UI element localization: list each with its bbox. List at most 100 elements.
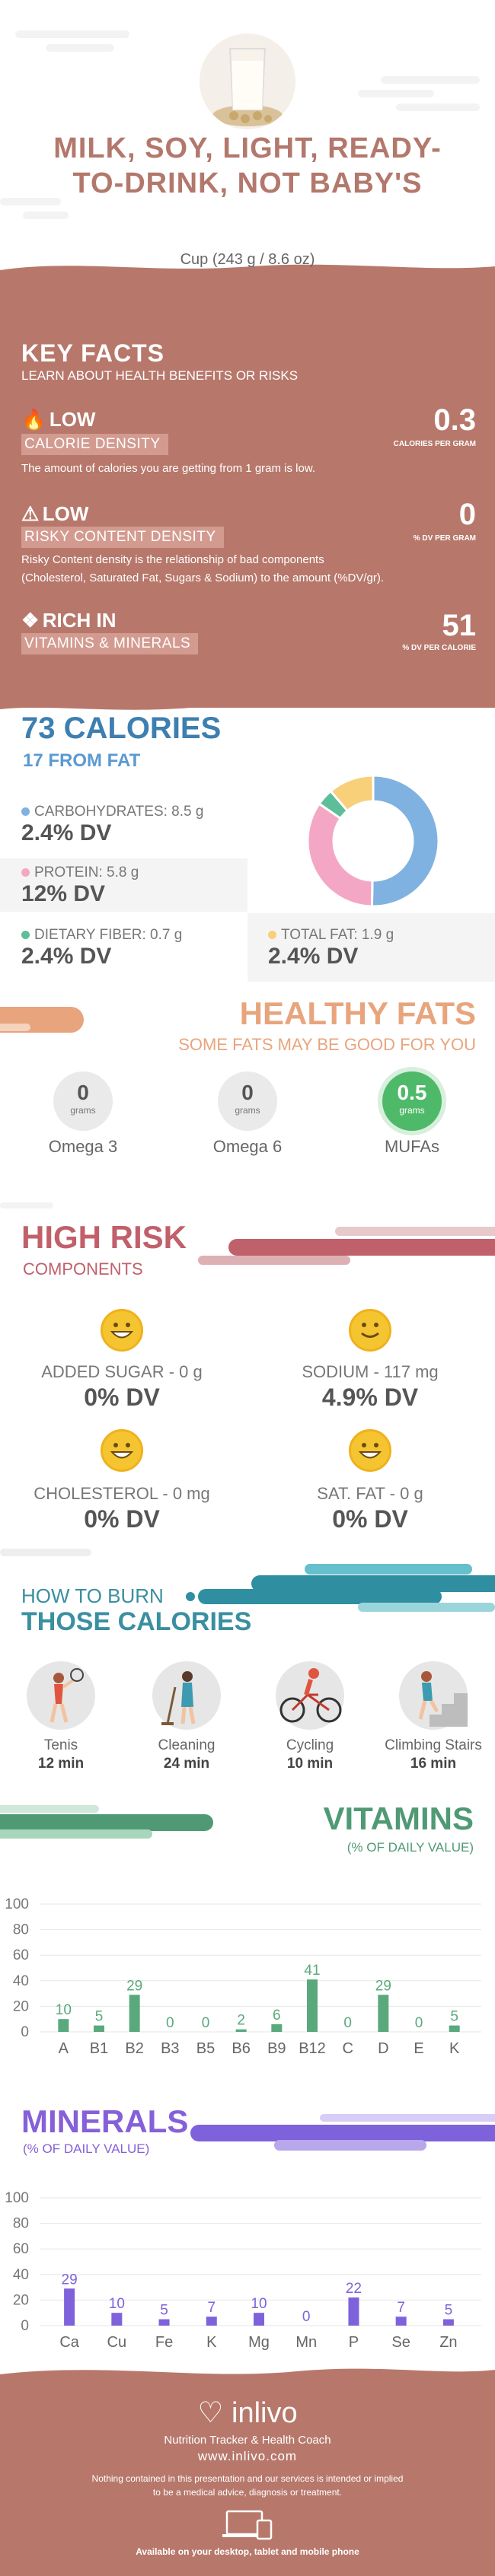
vitamins-decoration xyxy=(0,1805,213,1839)
protein-dv: 12% DV xyxy=(21,881,106,906)
calorie-density-unit: CALORIES PER GRAM xyxy=(393,440,476,448)
key-facts-subtitle: LEARN ABOUT HEALTH BENEFITS OR RISKS xyxy=(21,368,299,383)
omega6-value: 0 xyxy=(241,1081,254,1104)
calorie-density-desc: The amount of calories you are getting f… xyxy=(21,462,316,475)
data-label-K: 7 xyxy=(207,2300,216,2316)
footer-devices: Available on your desktop, tablet and mo… xyxy=(136,2546,359,2557)
data-label-B2: 29 xyxy=(126,1978,142,1994)
data-label-C: 0 xyxy=(343,2015,352,2031)
protein-dot xyxy=(21,868,30,877)
x-tick-label: B2 xyxy=(125,2040,143,2057)
carbs-dv: 2.4% DV xyxy=(21,820,112,845)
y-tick-label: 80 xyxy=(13,2216,29,2232)
calorie-density-value: 0.3 xyxy=(433,403,476,437)
x-tick-label: A xyxy=(59,2040,69,2057)
data-label-D: 29 xyxy=(375,1978,391,1994)
y-tick-label: 0 xyxy=(21,2318,29,2334)
data-label-Zn: 5 xyxy=(445,2303,453,2319)
x-tick-label: P xyxy=(349,2334,359,2351)
footer-disclaimer-2: to be a medical advice, diagnosis or tre… xyxy=(152,2487,343,2498)
calories-title: 73 CALORIES xyxy=(21,712,222,745)
activity-name-climbing: Climbing Stairs xyxy=(385,1737,482,1753)
y-tick-label: 60 xyxy=(13,2241,29,2257)
macro-donut-chart xyxy=(306,774,440,908)
burn-decoration xyxy=(0,1549,495,1612)
y-tick-label: 100 xyxy=(5,1896,29,1912)
footer-url[interactable]: www.inlivo.com xyxy=(197,2449,298,2463)
fiber-label: DIETARY FIBER: 0.7 g xyxy=(34,927,183,943)
bar-P xyxy=(348,2297,359,2326)
activity-time-cycling: 10 min xyxy=(286,1756,334,1772)
vitamins-bar-chart: 0 20 40 60 80 100 10 A 5 B1 29 B2 0 B3 0 B5 2 B6 6 B9 41 B12 0… xyxy=(5,1896,481,2057)
risk-level: LOW xyxy=(42,502,89,525)
x-tick-label: E xyxy=(414,2040,423,2057)
added-sugar-dv: 0% DV xyxy=(84,1384,160,1411)
protein-label: PROTEIN: 5.8 g xyxy=(34,865,139,880)
x-tick-label: B12 xyxy=(299,2040,326,2057)
activity-time-cleaning: 24 min xyxy=(163,1756,210,1772)
risky-content-label: RISKY CONTENT DENSITY xyxy=(21,527,224,548)
bar-K xyxy=(206,2316,217,2326)
data-label-A: 10 xyxy=(56,2002,72,2018)
calorie-level: LOW xyxy=(49,408,96,431)
bar-B2 xyxy=(129,1995,140,2032)
x-tick-label: Zn xyxy=(439,2334,457,2351)
minerals-title: MINERALS xyxy=(21,2103,189,2139)
x-tick-label: B1 xyxy=(90,2040,108,2057)
risky-content-unit: % DV PER GRAM xyxy=(413,534,476,543)
cholesterol-dv: 0% DV xyxy=(84,1505,160,1533)
bar-Se xyxy=(395,2316,407,2326)
activity-name-cycling: Cycling xyxy=(286,1737,334,1753)
healthy-fats-subtitle: SOME FATS MAY BE GOOD FOR YOU xyxy=(178,1035,476,1054)
bar-Zn xyxy=(442,2319,454,2326)
omega3-unit: grams xyxy=(70,1105,96,1116)
data-label-Mn: 0 xyxy=(302,2309,311,2325)
bar-A xyxy=(58,2019,69,2032)
data-label-Cu: 10 xyxy=(109,2296,125,2312)
x-tick-label: Fe xyxy=(155,2334,173,2351)
y-tick-label: 60 xyxy=(13,1947,29,1963)
donut-slice-fat xyxy=(329,774,375,813)
minerals-decoration xyxy=(190,2114,495,2151)
mufa-unit: grams xyxy=(399,1105,425,1116)
y-tick-label: 40 xyxy=(13,2267,29,2283)
activity-name-cleaning: Cleaning xyxy=(158,1737,216,1753)
protein-highlight xyxy=(0,858,248,912)
data-label-Mg: 10 xyxy=(251,2296,267,2312)
stair-climber-icon xyxy=(399,1661,468,1730)
bar-Ca xyxy=(64,2288,75,2326)
fat-dot xyxy=(268,931,276,940)
minerals-bar-chart: 0 20 40 60 80 100 29 Ca 10 Cu 5 Fe 7 K 10 Mg 0 Mn 22 P 7 Se 5 Z… xyxy=(5,2190,481,2351)
healthy-fats-decoration xyxy=(0,1007,84,1033)
data-label-B3: 0 xyxy=(166,2015,174,2031)
high-risk-subtitle: COMPONENTS xyxy=(23,1259,143,1278)
inlivo-logo[interactable]: ♡ inlivo xyxy=(0,2396,495,2430)
donut-slice-carbs xyxy=(370,774,440,908)
y-tick-label: 20 xyxy=(13,1998,29,2014)
risky-content-desc-1: Risky Content density is the relationshi… xyxy=(21,553,324,566)
logo-text: inlivo xyxy=(232,2397,298,2429)
data-label-Ca: 29 xyxy=(62,2272,78,2288)
data-label-Se: 7 xyxy=(397,2300,405,2316)
vitamins-minerals-label: VITAMINS & MINERALS xyxy=(21,633,199,654)
risky-content-desc-2: (Cholesterol, Saturated Fat, Sugars & So… xyxy=(21,572,385,584)
header-decoration xyxy=(0,30,495,282)
calorie-density-label: CALORIE DENSITY xyxy=(21,434,168,455)
cholesterol-label: CHOLESTEROL - 0 mg xyxy=(34,1484,210,1503)
key-facts-title: KEY FACTS xyxy=(21,339,164,367)
fat-label: TOTAL FAT: 1.9 g xyxy=(281,927,394,943)
fiber-dv: 2.4% DV xyxy=(21,944,112,969)
x-tick-label: Cu xyxy=(107,2334,127,2351)
carbs-label: CARBOHYDRATES: 8.5 g xyxy=(34,804,204,820)
donut-slice-protein xyxy=(306,802,374,908)
activity-time-tennis: 12 min xyxy=(37,1756,85,1772)
minerals-subtitle: (% OF DAILY VALUE) xyxy=(23,2141,150,2156)
burn-title-line1: HOW TO BURN xyxy=(21,1584,164,1607)
mufa-value: 0.5 xyxy=(397,1081,427,1104)
y-tick-label: 40 xyxy=(13,1973,29,1989)
x-tick-label: D xyxy=(378,2040,388,2057)
x-tick-label: B3 xyxy=(161,2040,179,2057)
x-tick-label: Mn xyxy=(295,2334,317,2351)
x-tick-label: K xyxy=(206,2334,217,2351)
bar-B6 xyxy=(235,2029,247,2032)
